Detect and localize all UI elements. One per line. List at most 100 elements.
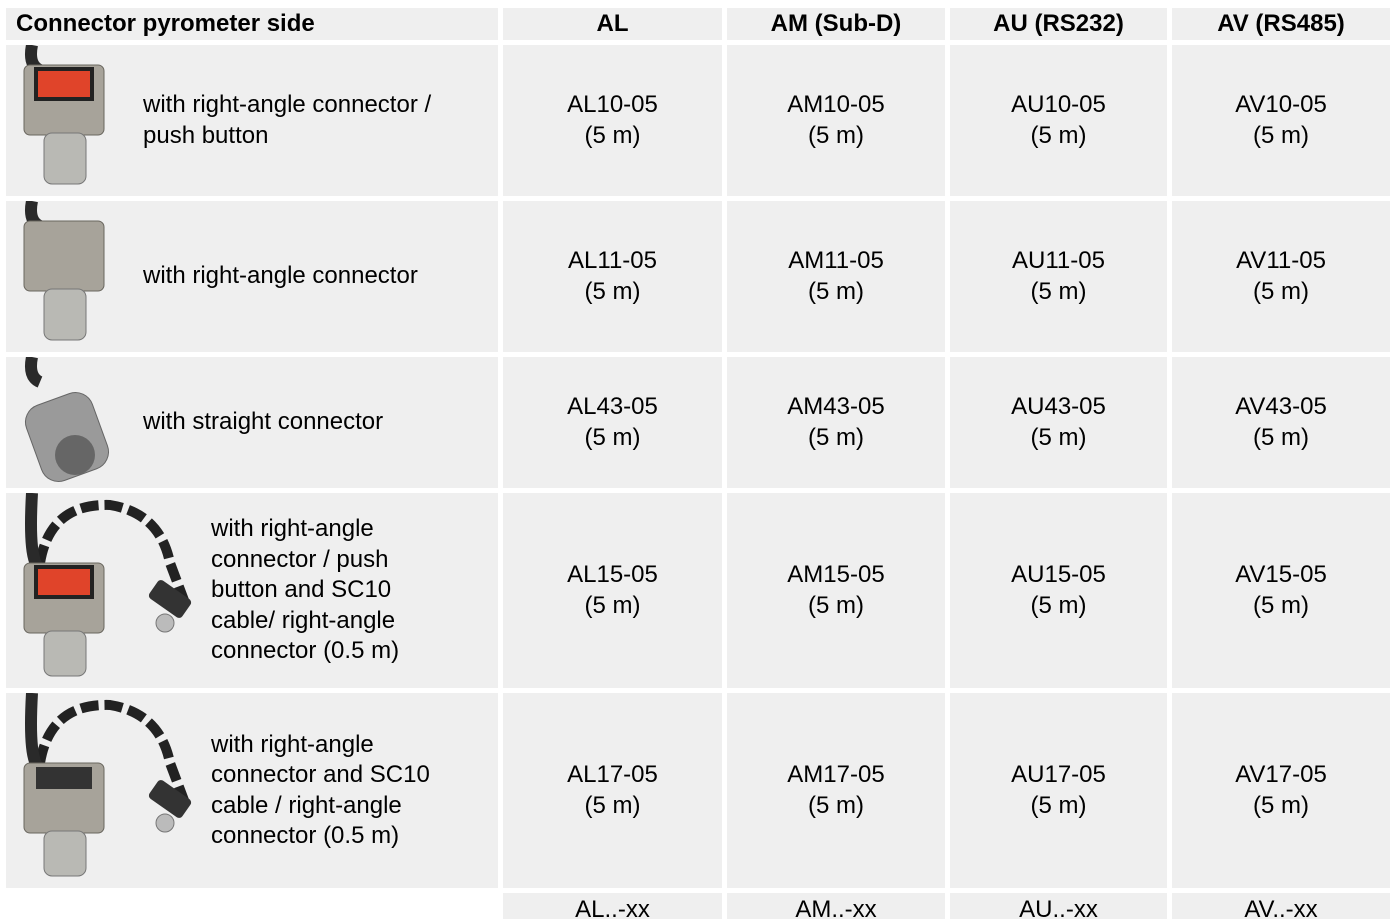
description-cell: with right-angle connector / push button <box>6 45 498 196</box>
description-line: button and SC10 <box>211 576 392 604</box>
cable-text: AV15-05 <box>1235 561 1327 588</box>
cable-cell: AM43-05 (5 m) <box>727 357 945 488</box>
cable-text: (5 m) <box>584 277 641 305</box>
footer-cell: AL..-xx <box>503 893 722 919</box>
cable-text: (5 m) <box>584 591 641 619</box>
cable-text: (5 m) <box>1253 121 1309 149</box>
cable-text: AL15-05 <box>567 561 658 588</box>
cable-text: AU10-05 <box>1011 91 1106 118</box>
cable-text: (5 m) <box>808 791 864 819</box>
description: with straight connector <box>143 357 383 488</box>
cable-cell: AL17-05 (5 m) <box>503 693 722 888</box>
connector-image <box>23 45 105 185</box>
cable-text: AU17-05 <box>1011 761 1106 788</box>
cable-cell: AV10-05 (5 m) <box>1172 45 1390 196</box>
description-line: cable / right-angle <box>211 791 402 819</box>
description-line: connector / push <box>211 545 389 573</box>
cable-text: (5 m) <box>1030 791 1087 819</box>
cable-text: (5 m) <box>808 423 864 451</box>
cable-text: AU15-05 <box>1011 561 1106 588</box>
header-text: AU (RS232) <box>993 9 1124 37</box>
description: with right-angle connector / push button a… <box>211 493 399 688</box>
cable-cell: AM11-05 (5 m) <box>727 201 945 352</box>
cable-text: (5 m) <box>808 277 864 305</box>
cable-text: AM10-05 <box>787 91 885 118</box>
cable-text: (5 m) <box>584 423 641 451</box>
description-line: cable/ right-angle <box>211 606 396 634</box>
header-cell: Connector pyrometer side <box>6 8 498 40</box>
connector-image <box>23 493 192 677</box>
cable-text: (5 m) <box>584 121 641 149</box>
cable-text: AL10-05 <box>567 91 658 118</box>
cable-text: AM17-05 <box>787 761 885 788</box>
description-line: with right-angle connector <box>143 262 418 290</box>
header-text: Connector pyrometer side <box>16 9 315 37</box>
cable-text: AL17-05 <box>567 761 658 788</box>
description-cell: with right-angle connector / push button a… <box>6 493 498 688</box>
cable-text: AV11-05 <box>1236 247 1326 274</box>
footer-text: AU..-xx <box>1019 896 1098 919</box>
cable-text: AU11-05 <box>1012 247 1105 274</box>
cable-text: (5 m) <box>1253 591 1309 619</box>
description: with right-angle connector / push button <box>143 45 431 196</box>
connector-image <box>25 357 109 482</box>
footer-text: AM..-xx <box>795 896 877 919</box>
footer-cell: AV..-xx <box>1172 893 1390 919</box>
cable-cell: AV43-05 (5 m) <box>1172 357 1390 488</box>
cable-text: (5 m) <box>1253 791 1309 819</box>
cable-cell: AL43-05 (5 m) <box>503 357 722 488</box>
footer-text: AL..-xx <box>575 896 650 919</box>
connector-image <box>23 693 192 877</box>
description-line: with right-angle connector / <box>143 91 432 118</box>
cable-text: (5 m) <box>1030 423 1087 451</box>
cable-cell: AL11-05 (5 m) <box>503 201 722 352</box>
cable-cell: AU17-05 (5 m) <box>950 693 1167 888</box>
description-cell: with straight connector <box>6 357 498 488</box>
description-line: push button <box>143 121 269 149</box>
cable-text: (5 m) <box>808 121 864 149</box>
header-cell: AM (Sub-D) <box>727 8 945 40</box>
description-line: connector (0.5 m) <box>211 637 400 665</box>
cable-text: (5 m) <box>584 791 641 819</box>
description-line: with right-angle <box>211 730 374 758</box>
cable-text: (5 m) <box>1030 121 1087 149</box>
cable-cell: AU15-05 (5 m) <box>950 493 1167 688</box>
footer-cell: AM..-xx <box>727 893 945 919</box>
cable-text: AV43-05 <box>1235 393 1327 420</box>
cable-text: AU43-05 <box>1011 393 1106 420</box>
description-line: with right-angle <box>211 515 374 543</box>
footer-text: AV..-xx <box>1244 896 1318 919</box>
cable-text: AL43-05 <box>567 393 658 420</box>
header-text: AL <box>596 9 629 37</box>
cable-text: (5 m) <box>1253 423 1309 451</box>
description: with right-angle connector <box>143 201 418 352</box>
cable-text: AM15-05 <box>787 561 885 588</box>
description-line: with straight connector <box>143 408 384 436</box>
description-cell: with right-angle connector <box>6 201 498 352</box>
description-line: connector (0.5 m) <box>211 822 400 849</box>
description-cell: with right-angle connector and SC10 cable … <box>6 693 498 888</box>
header-cell: AU (RS232) <box>950 8 1167 40</box>
header-text: AM (Sub-D) <box>770 9 902 37</box>
cable-text: AM11-05 <box>788 247 884 274</box>
cable-text: (5 m) <box>808 591 864 619</box>
cable-cell: AM17-05 (5 m) <box>727 693 945 888</box>
cable-text: (5 m) <box>1030 277 1087 305</box>
header-cell: AV (RS485) <box>1172 8 1390 40</box>
cable-cell: AV15-05 (5 m) <box>1172 493 1390 688</box>
connector-image <box>23 201 105 341</box>
description-line: connector and SC10 <box>211 761 430 788</box>
cable-cell: AV17-05 (5 m) <box>1172 693 1390 888</box>
cable-cell: AM10-05 (5 m) <box>727 45 945 196</box>
cable-cell: AM15-05 (5 m) <box>727 493 945 688</box>
cable-text: AL11-05 <box>568 247 657 274</box>
cable-text: AV10-05 <box>1235 91 1327 118</box>
cable-cell: AU11-05 (5 m) <box>950 201 1167 352</box>
cable-cell: AU43-05 (5 m) <box>950 357 1167 488</box>
cable-cell: AL10-05 (5 m) <box>503 45 722 196</box>
cable-text: AV17-05 <box>1235 761 1327 788</box>
cable-text: AM43-05 <box>787 393 885 420</box>
description: with right-angle connector and SC10 cable … <box>211 693 430 888</box>
cable-text: (5 m) <box>1030 591 1087 619</box>
